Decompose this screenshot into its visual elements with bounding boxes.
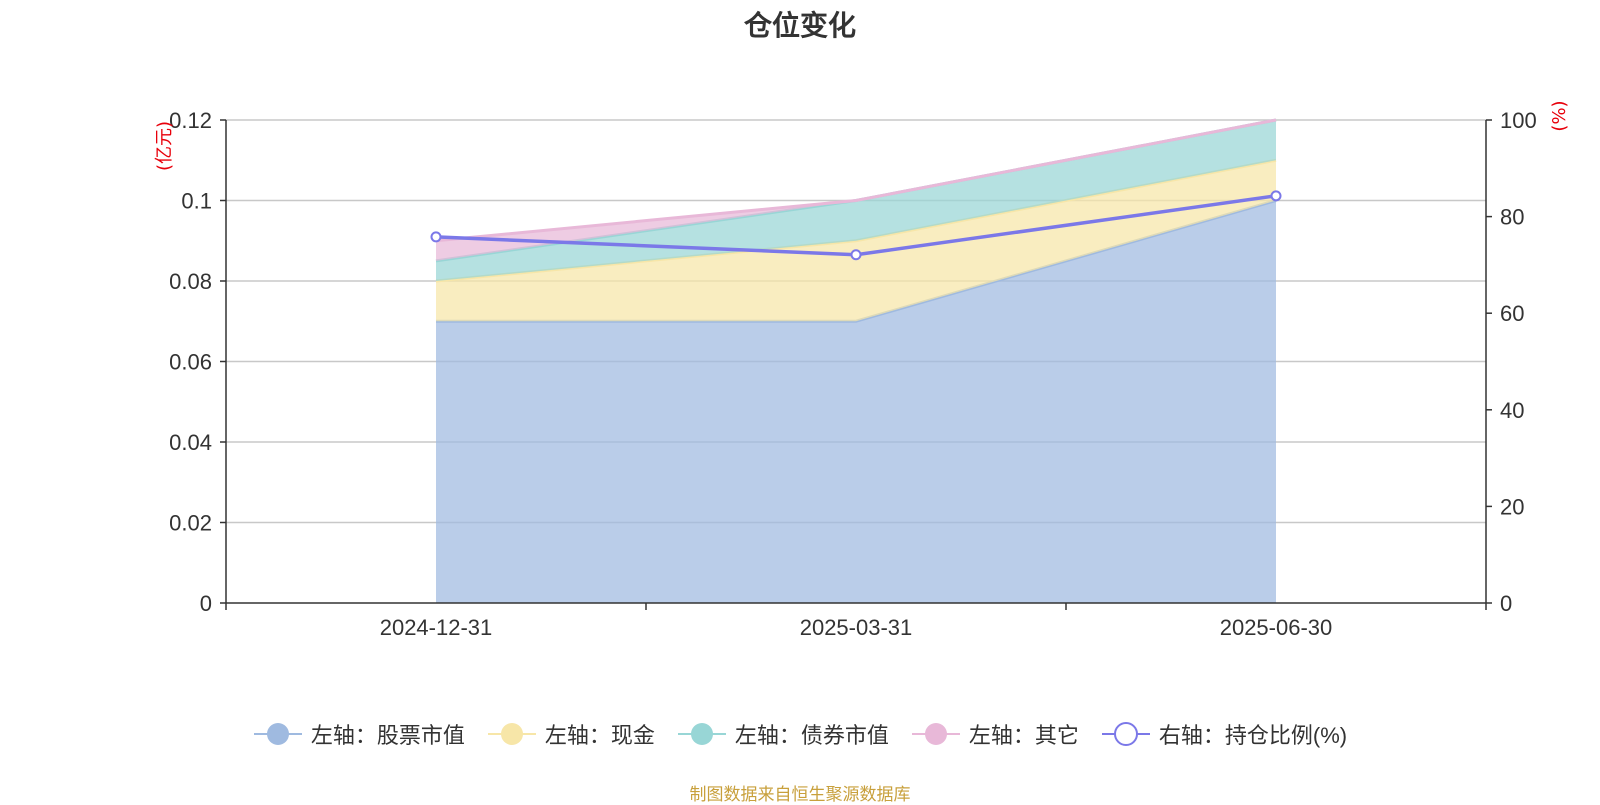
- legend-item[interactable]: 左轴：股票市值: [253, 718, 465, 750]
- right-tick-label: 0: [1500, 591, 1512, 616]
- chart-legend: 左轴：股票市值 左轴：现金 左轴：债券市值 左轴：其它 右轴：持仓比例(%): [0, 718, 1600, 750]
- legend-label: 左轴：债券市值: [734, 723, 889, 748]
- legend-label: 右轴：持仓比例(%): [1158, 723, 1348, 748]
- legend-filled-circle-icon: [253, 723, 302, 745]
- legend-label: 左轴：股票市值: [310, 723, 465, 748]
- x-tick-label: 2024-12-31: [380, 615, 493, 640]
- left-tick-label: 0.04: [169, 430, 212, 455]
- chart-title: 仓位变化: [743, 10, 856, 41]
- area-4: [436, 120, 1276, 261]
- x-tick-label: 2025-03-31: [800, 615, 913, 640]
- right-tick-label: 80: [1500, 205, 1524, 230]
- legend-item[interactable]: 右轴：持仓比例(%): [1101, 718, 1347, 750]
- x-tick-label: 2025-06-30: [1220, 615, 1333, 640]
- left-tick-label: 0.06: [169, 350, 212, 375]
- line-point: [1270, 190, 1282, 202]
- right-tick-label: 100: [1500, 108, 1537, 133]
- right-tick-label: 60: [1500, 301, 1524, 326]
- left-tick-label: 0.1: [181, 189, 212, 214]
- legend-hollow-circle-icon: [1101, 722, 1150, 746]
- right-axis-unit: (%): [1549, 100, 1570, 131]
- area-edge-4: [435, 118, 1277, 243]
- legend-filled-circle-icon: [677, 723, 726, 745]
- legend-item[interactable]: 左轴：现金: [487, 718, 655, 750]
- left-axis-unit: (亿元): [154, 121, 175, 171]
- source-note: 制图数据来自恒生聚源数据库: [689, 785, 911, 804]
- legend-filled-circle-icon: [911, 723, 960, 745]
- left-tick-label: 0.12: [169, 108, 212, 133]
- legend-item[interactable]: 左轴：其它: [911, 718, 1079, 750]
- line-point: [430, 231, 442, 243]
- legend-item[interactable]: 左轴：债券市值: [677, 718, 889, 750]
- area-1: [436, 200, 1276, 603]
- legend-label: 左轴：现金: [544, 723, 655, 748]
- right-tick-label: 20: [1500, 494, 1524, 519]
- line-point: [850, 249, 862, 261]
- left-tick-label: 0.02: [169, 511, 212, 536]
- left-tick-label: 0.08: [169, 269, 212, 294]
- legend-filled-circle-icon: [487, 723, 536, 745]
- left-tick-label: 0: [200, 591, 212, 616]
- legend-label: 左轴：其它: [968, 723, 1079, 748]
- right-tick-label: 40: [1500, 398, 1524, 423]
